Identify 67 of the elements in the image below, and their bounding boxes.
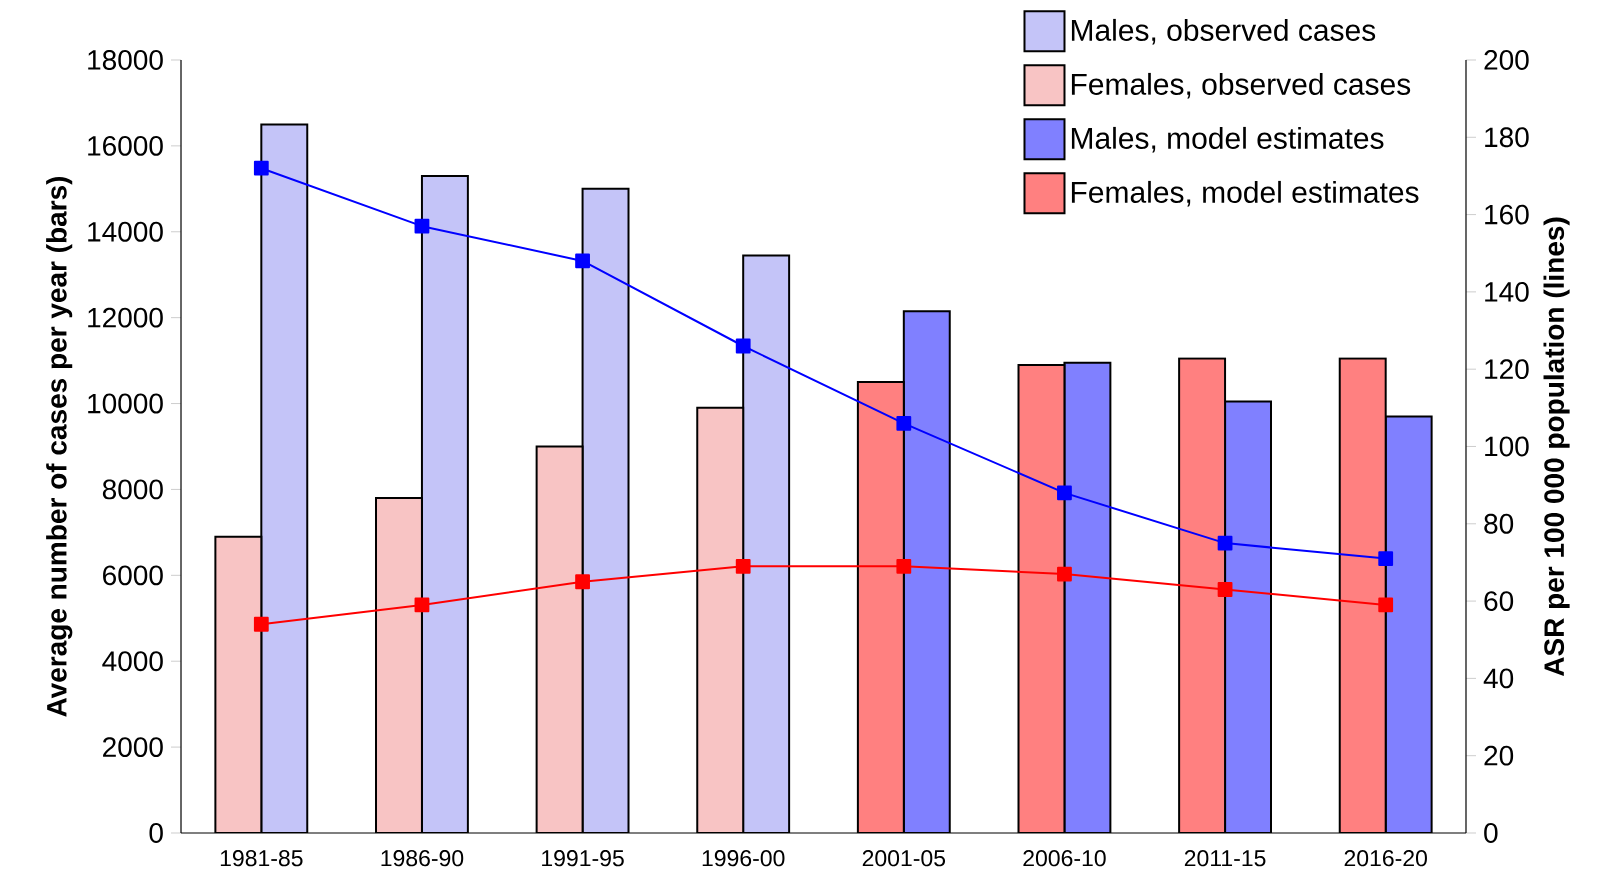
y-tick-label: 2000 — [103, 737, 163, 758]
legend-label: Females, model estimates — [1071, 180, 1419, 207]
bar — [214, 535, 263, 833]
bar — [420, 174, 469, 833]
bar — [581, 187, 630, 833]
bar — [375, 497, 423, 833]
point — [735, 558, 751, 574]
point — [414, 218, 430, 234]
y2-axis-title: ASR per 100 000 population (lines) — [1543, 217, 1570, 677]
bar — [535, 445, 584, 833]
y-axis-title: Average number of cases per year (bars) — [46, 176, 73, 717]
y-tick-label: 6000 — [103, 565, 163, 586]
x-tick-label: 2001-05 — [862, 850, 946, 867]
y-tick-label: 4000 — [102, 651, 163, 672]
y2-tick-label: 140 — [1485, 281, 1529, 302]
y2-tick-label: 180 — [1485, 127, 1529, 148]
bar — [1017, 363, 1066, 833]
y2-tick-label: 120 — [1485, 359, 1529, 380]
point — [1057, 566, 1072, 582]
bar — [856, 381, 905, 833]
bar — [1338, 357, 1387, 833]
point — [253, 160, 269, 176]
bar — [1063, 361, 1112, 833]
y-tick-label: 8000 — [102, 479, 163, 500]
point — [1378, 597, 1394, 613]
legend-label: Females, observed cases — [1071, 72, 1411, 99]
bar — [1224, 400, 1272, 833]
x-tick-label: 1981-85 — [220, 850, 303, 867]
x-tick-label: 1991-95 — [542, 850, 624, 867]
y-tick-label: 18000 — [88, 50, 163, 70]
point — [1217, 582, 1233, 597]
y-tick-label: 16000 — [88, 135, 163, 156]
x-tick-label: 2006-10 — [1023, 850, 1106, 867]
y-tick-label: 14000 — [88, 221, 163, 242]
bar — [1178, 357, 1227, 833]
y-tick-label: 10000 — [88, 393, 163, 414]
y-tick-label: 0 — [149, 823, 163, 843]
bar — [1384, 415, 1433, 833]
point — [253, 616, 269, 632]
x-tick-label: 1986-90 — [381, 850, 464, 867]
y2-tick-label: 160 — [1485, 204, 1529, 225]
point — [414, 597, 430, 613]
point — [575, 253, 590, 269]
point — [1378, 551, 1394, 566]
y2-tick-label: 40 — [1483, 668, 1514, 689]
y2-tick-label: 0 — [1484, 823, 1498, 843]
point — [1057, 485, 1072, 501]
y2-tick-label: 200 — [1484, 50, 1529, 70]
point — [896, 415, 912, 431]
y2-tick-label: 60 — [1484, 591, 1514, 612]
legend-label: Males, model estimates — [1071, 126, 1384, 153]
y-tick-label: 12000 — [88, 307, 163, 328]
point — [1217, 535, 1233, 551]
bar — [696, 406, 745, 833]
x-tick-label: 2016-20 — [1344, 850, 1427, 867]
y2-tick-label: 100 — [1485, 436, 1529, 457]
point — [735, 338, 751, 354]
point — [575, 574, 590, 590]
point — [896, 558, 912, 574]
x-tick-label: 2011-15 — [1184, 850, 1266, 867]
x-tick-label: 1996-00 — [702, 850, 785, 867]
bar — [260, 123, 309, 833]
bar — [742, 254, 791, 833]
y2-tick-label: 80 — [1484, 513, 1514, 534]
legend-label: Males, observed cases — [1071, 18, 1376, 45]
y2-tick-label: 20 — [1484, 745, 1514, 766]
bar — [902, 310, 951, 833]
